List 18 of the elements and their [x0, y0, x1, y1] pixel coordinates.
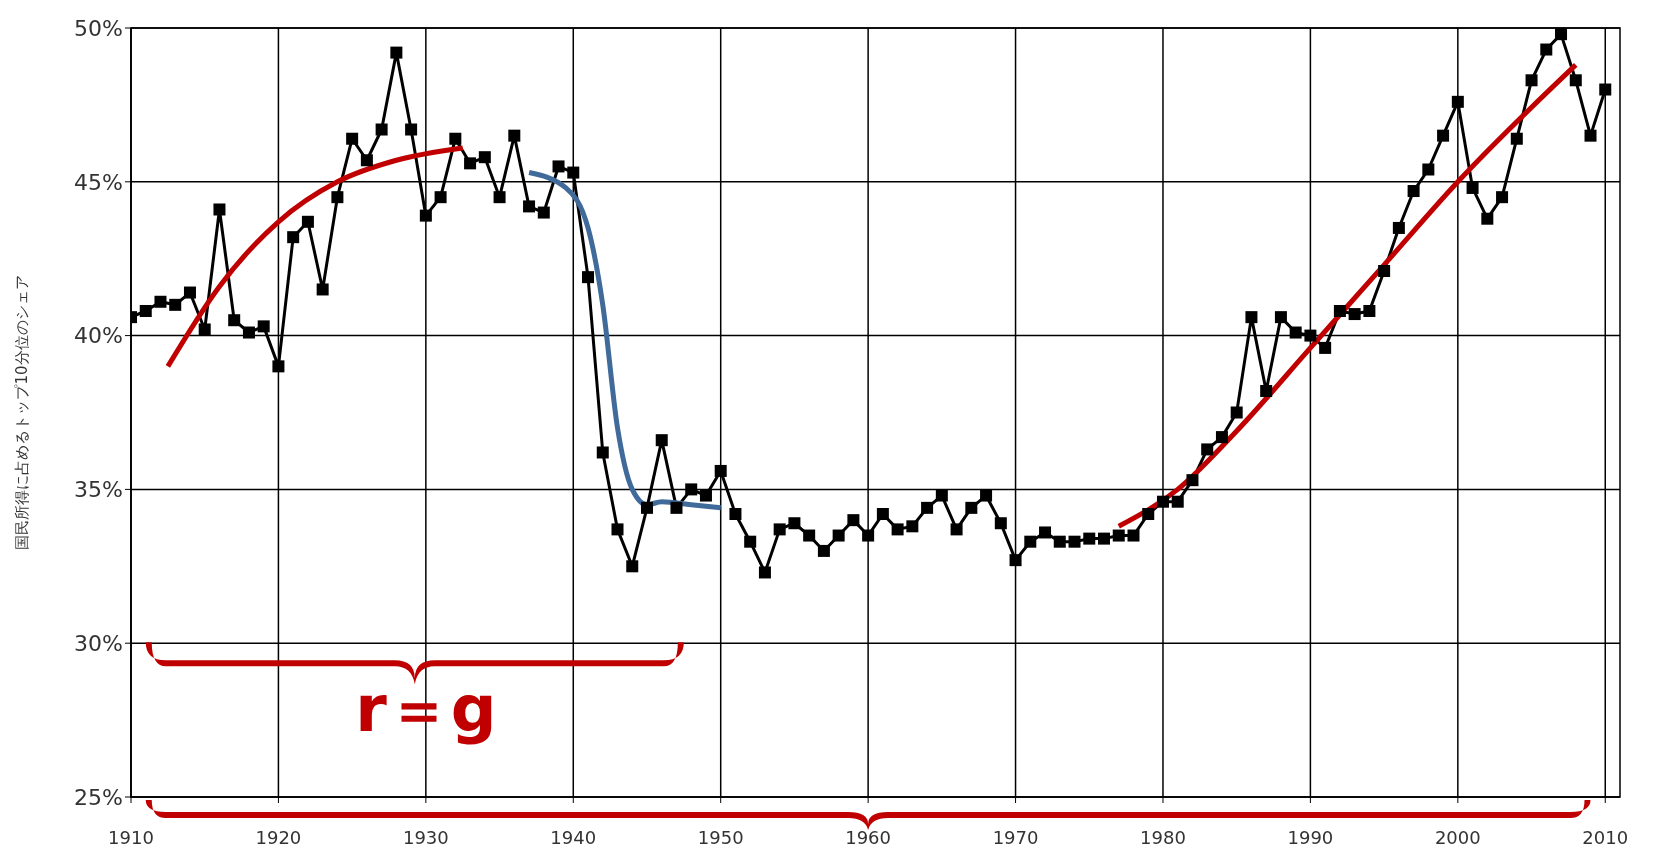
y-tick-label: 45% [74, 169, 123, 195]
x-tick-label: 1910 [108, 826, 154, 848]
x-tick-label: 1920 [255, 826, 302, 848]
x-tick-label: 1930 [402, 826, 449, 848]
x-tick-label: 2010 [1582, 826, 1629, 848]
y-tick-label: 50% [74, 15, 123, 41]
x-tick-label: 1950 [697, 826, 744, 848]
x-tick-label: 1960 [845, 826, 892, 848]
y-tick-label: 35% [74, 477, 123, 503]
x-tick-label: 2000 [1434, 826, 1481, 848]
x-tick-label: 1970 [992, 826, 1039, 848]
x-tick-label: 1980 [1140, 826, 1186, 848]
y-tick-label: 30% [74, 631, 123, 657]
y-tick-label: 40% [74, 323, 123, 349]
x-tick-label: 1940 [550, 826, 597, 848]
y-tick-label: 25% [74, 784, 123, 810]
y-axis-title: 国民所得に占めるトップ10分位のシェア [13, 275, 32, 550]
x-tick-label: 1990 [1287, 826, 1334, 848]
